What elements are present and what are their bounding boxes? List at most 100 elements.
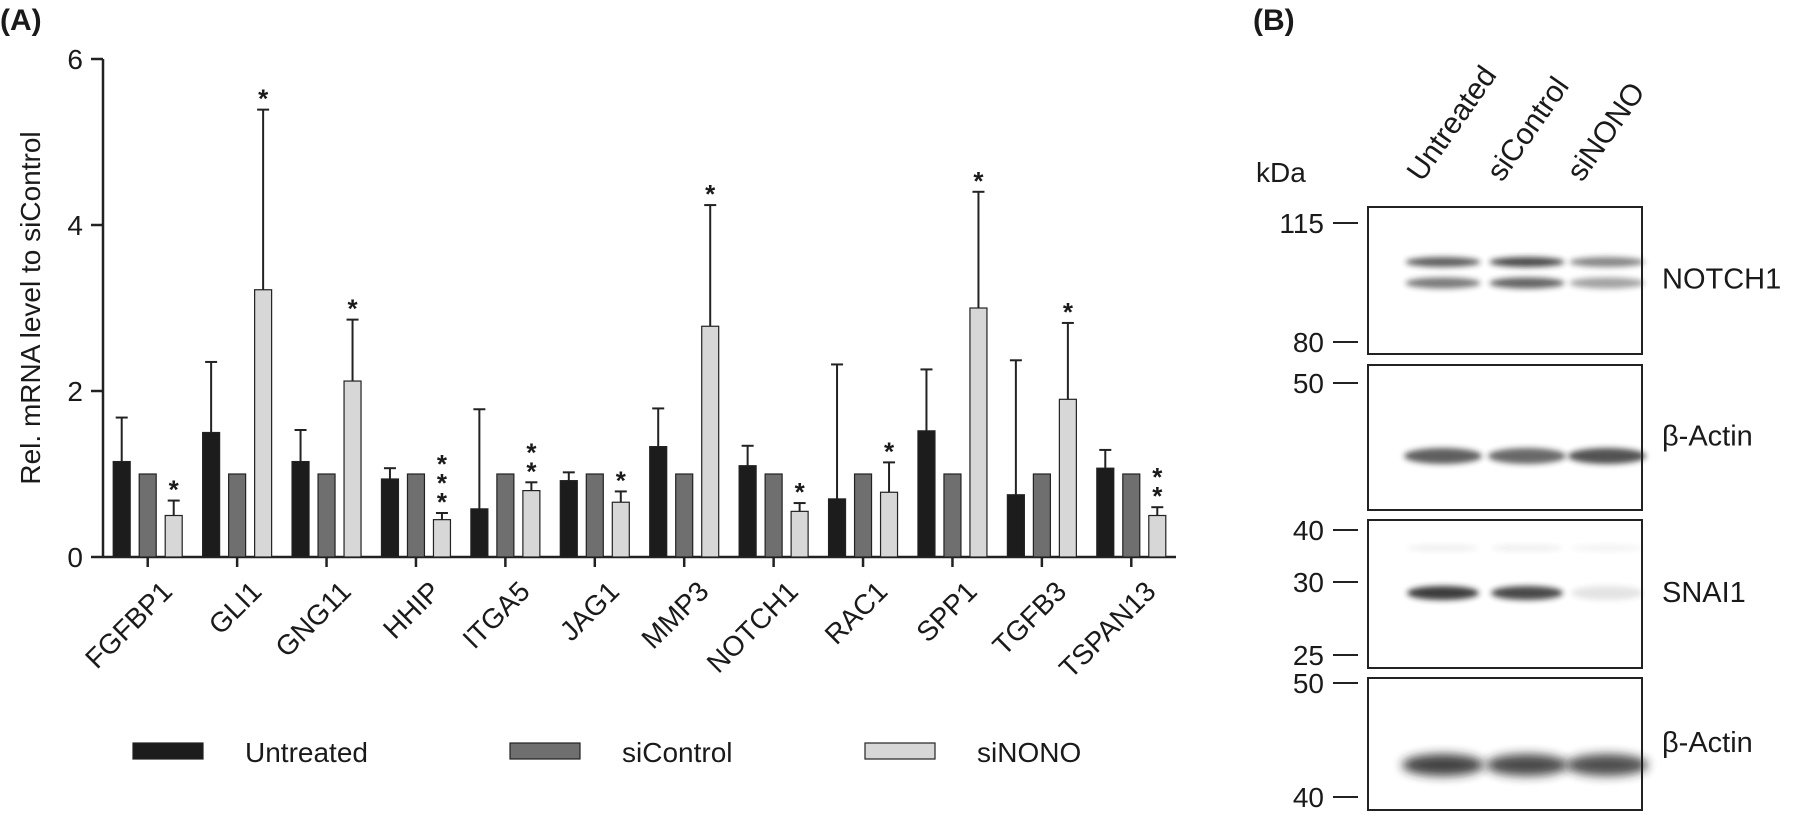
legend-swatch-sinono	[864, 742, 936, 760]
y-axis-label: Rel. mRNA level to siControl	[15, 131, 46, 484]
x-tick-label-jag1: JAG1	[554, 575, 625, 646]
marker-label: 40	[1293, 782, 1324, 813]
y-tick-label: 2	[67, 376, 83, 407]
significance-star: *	[1152, 481, 1163, 511]
legend-swatch-sicontrol	[509, 742, 581, 760]
significance-star: *	[1063, 297, 1074, 327]
x-tick-label-tgfb3: TGFB3	[987, 575, 1073, 661]
legend-label-sinono: siNONO	[977, 737, 1081, 768]
x-tick-label-mmp3: MMP3	[635, 575, 714, 654]
x-tick-label-gng11: GNG11	[269, 575, 357, 663]
x-tick-label-hhip: HHIP	[377, 575, 446, 644]
lane-label-sinono: siNONO	[1561, 77, 1652, 187]
significance-star: *	[884, 436, 895, 466]
blot-frame	[1367, 677, 1643, 811]
blot-panel-2: 50 β-Actin	[1293, 364, 1753, 511]
y-tick-label: 6	[67, 44, 83, 75]
bar-sinono-notch1	[790, 510, 809, 558]
bar-sinono-gng11	[343, 380, 362, 558]
blot-band	[1405, 257, 1481, 267]
bar-sinono-spp1	[969, 307, 988, 558]
marker-label: 40	[1293, 515, 1324, 546]
bar-sinono-itga5	[522, 490, 541, 558]
blot-band	[1568, 448, 1646, 464]
blot-band	[1404, 448, 1482, 464]
blot-band	[1569, 277, 1645, 289]
significance-star: *	[526, 437, 537, 467]
marker-label: 50	[1293, 668, 1324, 699]
blot-band	[1571, 545, 1643, 551]
x-tick-label-rac1: RAC1	[819, 575, 894, 650]
blot-panel-4: 50 40 β-Actin	[1293, 668, 1753, 813]
bar-sicontrol-jag1	[585, 473, 604, 558]
significance-star: *	[1152, 462, 1163, 492]
bar-sicontrol-spp1	[943, 473, 962, 558]
significance-star: *	[705, 179, 716, 209]
bar-sinono-fgfbp1	[164, 514, 183, 558]
significance-star: *	[347, 294, 358, 324]
legend-label-untreated: Untreated	[245, 737, 368, 768]
significance-marks: ****** **********	[169, 84, 1164, 517]
blot-band	[1491, 545, 1563, 551]
legend-swatch-untreated	[132, 742, 204, 760]
chart-bars	[112, 289, 1167, 558]
bar-sicontrol-mmp3	[675, 473, 694, 558]
panel-b-label: (B)	[1253, 4, 1295, 37]
significance-star: *	[616, 465, 627, 495]
bar-untreated-gli1	[202, 431, 221, 558]
marker-label: 115	[1279, 208, 1324, 239]
chart-legend: Untreated siControl siNONO	[132, 737, 1081, 768]
chart-axes: 0 2 4 6 Rel. mRNA level to siControl	[15, 44, 1176, 573]
blot-frame	[1367, 364, 1643, 511]
target-label-3: SNAI1	[1662, 577, 1746, 609]
blot-panels: 115 80 NOTCH1 50 β-Actin 40 30 25 SNAI1 50 40 β-Act…	[1279, 206, 1781, 813]
bar-untreated-tgfb3	[1006, 494, 1025, 558]
legend-label-sicontrol: siControl	[622, 737, 732, 768]
significance-star: *	[169, 475, 180, 505]
x-tick-label-tspan13: TSPAN13	[1053, 575, 1161, 683]
bar-sicontrol-gng11	[317, 473, 336, 558]
panel-a-label: (A)	[0, 4, 42, 37]
bar-untreated-rac1	[827, 498, 847, 558]
blot-band	[1571, 586, 1643, 600]
blot-band	[1488, 448, 1566, 464]
y-tick-label: 4	[67, 210, 83, 241]
target-label-1: NOTCH1	[1662, 264, 1781, 296]
marker-label: 80	[1293, 327, 1324, 358]
bar-sicontrol-tspan13	[1122, 473, 1141, 558]
bar-sinono-tgfb3	[1058, 398, 1077, 558]
bar-sicontrol-tgfb3	[1032, 473, 1051, 558]
bar-sinono-gli1	[254, 289, 273, 558]
bar-untreated-notch1	[738, 465, 757, 558]
significance-star: *	[437, 449, 448, 479]
bar-untreated-itga5	[470, 508, 489, 558]
significance-star: *	[795, 477, 806, 507]
blot-panel-1: 115 80 NOTCH1	[1279, 206, 1781, 358]
x-tick-label-spp1: SPP1	[910, 575, 983, 648]
significance-star: *	[526, 456, 537, 486]
bar-untreated-gng11	[291, 460, 310, 558]
y-tick-label: 0	[67, 542, 83, 573]
bar-sinono-mmp3	[701, 325, 720, 558]
bar-untreated-fgfbp1	[112, 460, 131, 558]
blot-band	[1566, 754, 1648, 776]
x-tick-label-notch1: NOTCH1	[701, 575, 804, 678]
blot-band	[1489, 277, 1565, 289]
kda-label: kDa	[1256, 157, 1306, 188]
bar-sinono-rac1	[879, 491, 899, 558]
blot-band	[1486, 754, 1568, 776]
target-label-2: β-Actin	[1662, 421, 1753, 453]
bar-untreated-hhip	[380, 478, 400, 558]
blot-band	[1407, 586, 1479, 600]
blot-band	[1405, 277, 1481, 289]
x-tick-label-itga5: ITGA5	[457, 575, 536, 654]
target-label-4: β-Actin	[1662, 727, 1753, 759]
x-tick-label-gli1: GLI1	[203, 575, 268, 640]
blot-band	[1491, 586, 1563, 600]
bar-sicontrol-hhip	[406, 473, 426, 558]
blot-band	[1569, 257, 1645, 267]
